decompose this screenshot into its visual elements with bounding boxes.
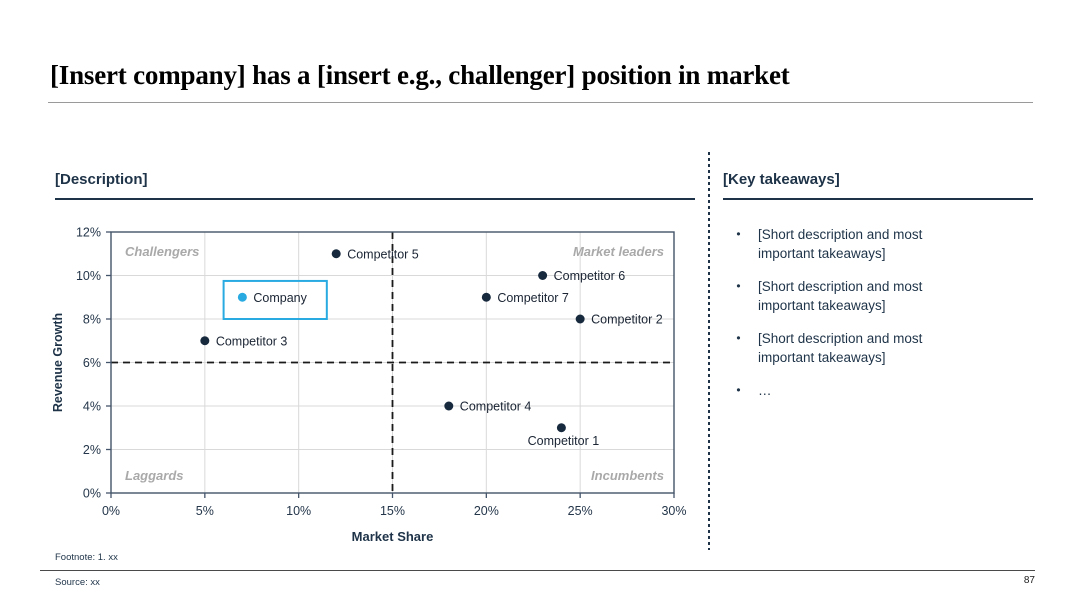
x-tick-label: 20% (474, 504, 499, 518)
bullet-marker: • (736, 331, 741, 345)
x-tick-label: 15% (380, 504, 405, 518)
takeaway-item: • [Short description and most important t… (731, 329, 1016, 367)
quadrant-label-top-left: Challengers (125, 244, 199, 259)
data-point-competitor-5 (331, 249, 341, 259)
footer-divider (40, 570, 1035, 571)
takeaway-text: [Short description and most important ta… (758, 279, 923, 313)
data-point-competitor-1 (556, 423, 566, 433)
data-point-competitor-4 (444, 401, 454, 411)
source-text: Source: xx (55, 577, 100, 588)
quadrant-label-top-right: Market leaders (573, 244, 664, 259)
y-tick-label: 4% (83, 400, 101, 414)
x-tick-label: 0% (102, 504, 120, 518)
x-axis-title: Market Share (352, 529, 434, 544)
y-tick-label: 8% (83, 313, 101, 327)
page-number: 87 (1023, 575, 1035, 586)
x-tick-label: 25% (568, 504, 593, 518)
y-tick-label: 0% (83, 487, 101, 501)
bullet-marker: • (736, 383, 741, 397)
y-tick-label: 10% (76, 269, 101, 283)
y-axis-title: Revenue Growth (51, 313, 65, 412)
takeaway-item: •… (731, 381, 1016, 400)
takeaway-text: [Short description and most important ta… (758, 331, 923, 365)
title-divider (48, 102, 1033, 103)
vertical-dashed-separator (708, 152, 710, 550)
slide-title: [Insert company] has a [insert e.g., cha… (50, 60, 790, 90)
takeaway-text: … (758, 383, 772, 398)
y-tick-label: 6% (83, 356, 101, 370)
bullet-marker: • (736, 279, 741, 293)
takeaway-text: [Short description and most important ta… (758, 227, 923, 261)
takeaway-item: • [Short description and most important t… (731, 277, 1016, 315)
point-label-competitor-3: Competitor 3 (216, 334, 288, 348)
data-point-competitor-7 (481, 292, 491, 302)
y-tick-label: 2% (83, 443, 101, 457)
data-point-company (237, 292, 247, 302)
bullet-marker: • (736, 227, 741, 241)
x-tick-label: 30% (661, 504, 686, 518)
takeaways-list: • [Short description and most important t… (731, 225, 1016, 414)
point-label-competitor-7: Competitor 7 (497, 291, 569, 305)
quadrant-label-bottom-left: Laggards (125, 468, 184, 483)
point-label-competitor-1: Competitor 1 (528, 434, 600, 448)
x-tick-label: 5% (196, 504, 214, 518)
point-label-competitor-2: Competitor 2 (591, 313, 663, 327)
x-tick-label: 10% (286, 504, 311, 518)
point-label-competitor-4: Competitor 4 (460, 400, 532, 414)
data-point-competitor-6 (538, 271, 548, 280)
takeaway-item: • [Short description and most important t… (731, 225, 1016, 263)
footnote-text: Footnote: 1. xx (55, 552, 118, 563)
data-point-competitor-2 (575, 314, 585, 324)
key-takeaways-header: [Key takeaways] (723, 171, 1033, 200)
scatter-chart: 0% 5% 10% 15% 20% 25% 30% 0% 2% 4% 6% 8% 10% 12% Marke… (51, 226, 687, 545)
company-highlight-box (222, 279, 328, 320)
point-label-competitor-6: Competitor 6 (554, 269, 626, 283)
data-point-competitor-3 (200, 336, 210, 346)
market-position-chart: 0% 5% 10% 15% 20% 25% 30% 0% 2% 4% 6% 8% 10% 12% Marke… (40, 215, 720, 560)
point-label-competitor-5: Competitor 5 (347, 247, 419, 261)
quadrant-label-bottom-right: Incumbents (591, 468, 664, 483)
point-label-company: Company (253, 291, 307, 305)
description-panel-header: [Description] (55, 171, 695, 200)
y-tick-label: 12% (76, 226, 101, 240)
